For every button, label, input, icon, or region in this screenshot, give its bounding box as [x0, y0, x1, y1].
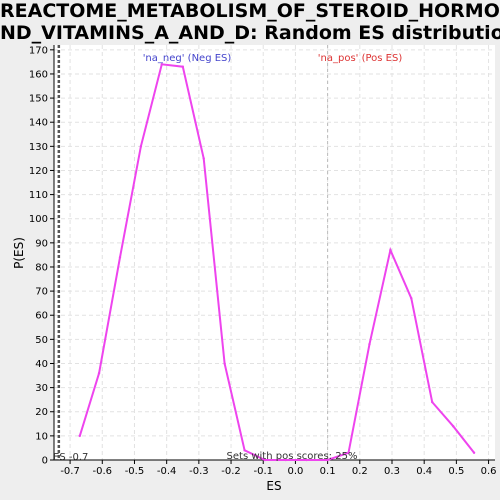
x-axis-label: ES	[266, 479, 281, 493]
data-point	[368, 342, 371, 346]
data-point	[347, 451, 350, 454]
data-point	[97, 371, 101, 375]
x-tick-label: 0.1	[320, 466, 336, 477]
data-point	[160, 63, 164, 66]
es-distribution-line	[78, 63, 475, 461]
x-tick-label: 0.6	[481, 466, 497, 477]
y-tick-label: 40	[35, 359, 48, 370]
neg-es-label: 'na_neg' (Neg ES)	[143, 53, 232, 64]
data-point	[472, 451, 476, 454]
data-point	[410, 297, 413, 300]
x-tick-label: -0.2	[221, 466, 241, 477]
y-tick-label: 120	[29, 166, 48, 177]
data-point	[389, 248, 392, 252]
data-point	[326, 458, 329, 462]
x-tick-label: -0.6	[93, 466, 113, 477]
y-tick-label: 130	[29, 142, 48, 153]
x-tick-label: -0.5	[125, 466, 145, 477]
grid-lines	[54, 45, 495, 460]
y-tick-label: 150	[29, 94, 48, 105]
y-tick-label: 30	[35, 383, 48, 394]
x-tick-label: -0.4	[157, 466, 177, 477]
y-axis-label: P(ES)	[12, 237, 26, 269]
data-point	[139, 145, 143, 148]
data-point	[431, 400, 434, 404]
x-tick-label: -0.3	[189, 466, 209, 477]
x-tick-label: -0.1	[253, 466, 273, 477]
chart-title-line-2: ND_VITAMINS_A_AND_D: Random ES distribut…	[0, 22, 500, 44]
y-tick-label: 10	[35, 431, 48, 442]
data-point	[284, 458, 287, 462]
y-tick-label: 0	[42, 456, 48, 467]
data-point	[223, 362, 226, 365]
y-tick-label: 90	[35, 238, 48, 249]
sets-with-pos-scores-label: Sets with pos scores: 25%	[227, 451, 358, 462]
y-tick-label: 100	[29, 214, 48, 225]
axis-ticks: 0 10 20 30 40 50 60 70 80 90 100 110 120 130 140 150 160…	[29, 45, 497, 477]
x-tick-label: 0.0	[287, 466, 303, 477]
y-tick-label: 140	[29, 118, 48, 129]
x-tick-label: 0.2	[352, 466, 368, 477]
data-point	[243, 449, 246, 452]
chart-title-line-1: REACTOME_METABOLISM_OF_STEROID_HORMONES_…	[0, 0, 500, 22]
y-tick-label: 50	[35, 335, 48, 346]
x-tick-label: 0.3	[384, 466, 400, 477]
y-tick-label: 160	[29, 69, 48, 80]
data-point	[202, 157, 205, 160]
y-tick-label: 110	[29, 190, 48, 201]
data-point	[78, 434, 81, 438]
y-tick-label: 20	[35, 407, 48, 418]
x-tick-label: 0.5	[448, 466, 464, 477]
data-point	[181, 65, 184, 68]
data-point	[451, 425, 455, 428]
data-point	[263, 458, 267, 462]
x-tick-label: -0.7	[60, 466, 80, 477]
es-distribution-points	[78, 63, 476, 462]
y-tick-label: 80	[35, 262, 48, 273]
pos-es-label: 'na_pos' (Pos ES)	[318, 53, 403, 64]
y-tick-label: 70	[35, 287, 48, 298]
y-tick-label: 170	[29, 45, 48, 56]
data-point	[118, 256, 122, 259]
data-point	[305, 458, 308, 462]
y-tick-label: 60	[35, 311, 48, 322]
plot-area	[54, 45, 495, 460]
x-tick-label: 0.4	[416, 466, 432, 477]
chart-title: REACTOME_METABOLISM_OF_STEROID_HORMONES_…	[0, 0, 500, 44]
observed-es-label: ES -0.7	[53, 452, 88, 463]
